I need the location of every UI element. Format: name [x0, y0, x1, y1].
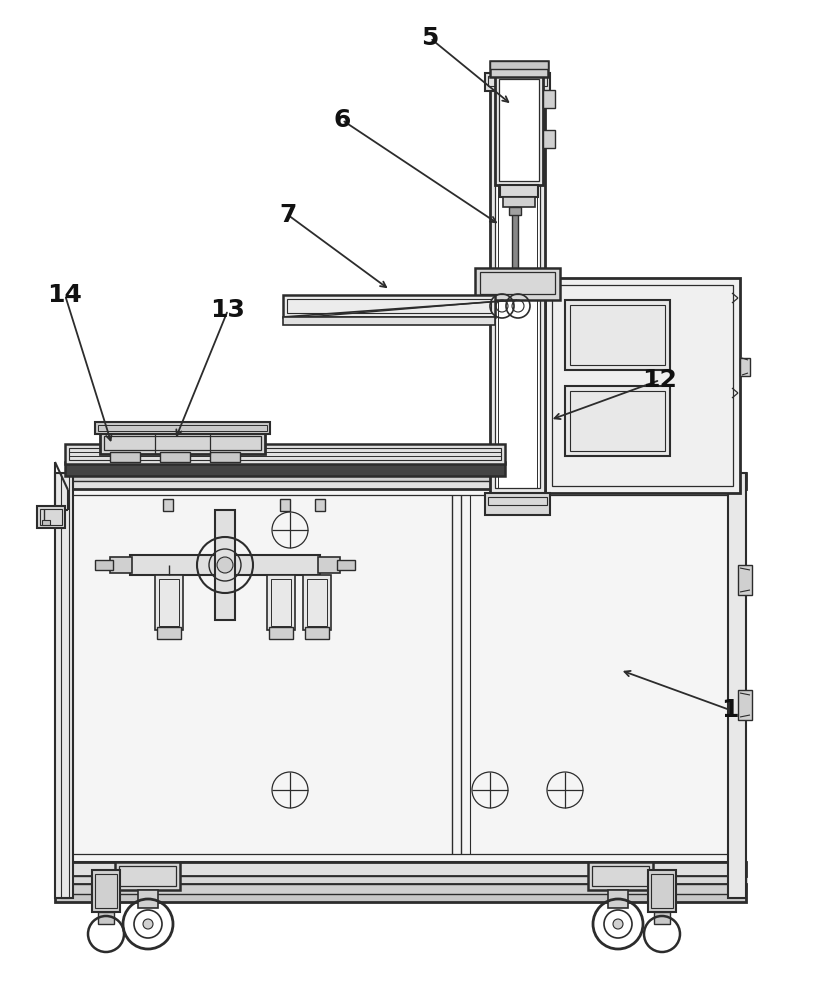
Bar: [130, 555, 320, 575]
Bar: [485, 493, 550, 515]
Bar: [92, 870, 120, 912]
Bar: [69, 448, 501, 460]
Bar: [58, 487, 743, 862]
Bar: [315, 499, 325, 511]
Bar: [42, 520, 50, 525]
Text: 1: 1: [721, 698, 739, 722]
Bar: [490, 61, 548, 69]
Bar: [565, 386, 670, 456]
Bar: [283, 295, 495, 317]
Bar: [728, 473, 746, 898]
Bar: [95, 874, 117, 908]
Text: 12: 12: [643, 368, 677, 392]
Bar: [55, 862, 746, 876]
Bar: [55, 884, 746, 902]
Text: 7: 7: [279, 203, 297, 227]
Bar: [159, 579, 179, 626]
Bar: [500, 185, 538, 197]
Bar: [654, 912, 670, 924]
Bar: [488, 76, 547, 86]
Bar: [98, 912, 114, 924]
Circle shape: [613, 919, 623, 929]
Bar: [738, 690, 752, 720]
Bar: [570, 305, 665, 365]
Bar: [100, 432, 265, 454]
Bar: [475, 268, 560, 300]
Bar: [651, 874, 673, 908]
Bar: [269, 627, 293, 639]
Bar: [55, 473, 746, 489]
Bar: [565, 300, 670, 370]
Bar: [305, 627, 329, 639]
Bar: [55, 473, 746, 481]
Bar: [543, 130, 555, 148]
Bar: [490, 61, 548, 77]
Text: 14: 14: [48, 283, 82, 307]
Bar: [307, 579, 327, 626]
Bar: [738, 565, 752, 595]
Bar: [545, 278, 740, 493]
Circle shape: [217, 557, 233, 573]
Bar: [160, 452, 190, 462]
Bar: [552, 285, 733, 486]
Bar: [65, 444, 505, 464]
Circle shape: [143, 919, 153, 929]
Bar: [119, 866, 176, 886]
Bar: [66, 495, 735, 854]
Bar: [283, 317, 495, 325]
Bar: [337, 560, 355, 570]
Bar: [115, 862, 180, 890]
Bar: [503, 197, 535, 207]
Bar: [485, 73, 550, 91]
Bar: [163, 499, 173, 511]
Bar: [495, 93, 540, 488]
Text: 5: 5: [422, 26, 439, 50]
Bar: [95, 422, 270, 434]
Bar: [155, 575, 183, 630]
Bar: [592, 866, 649, 886]
Bar: [61, 473, 69, 898]
Bar: [271, 579, 291, 626]
Bar: [543, 90, 555, 108]
Bar: [110, 557, 132, 573]
Bar: [65, 462, 505, 476]
Text: 6: 6: [333, 108, 351, 132]
Bar: [509, 207, 521, 215]
Bar: [280, 499, 290, 511]
Bar: [740, 358, 750, 376]
Bar: [98, 425, 267, 431]
Bar: [495, 75, 543, 185]
Bar: [37, 506, 65, 528]
Bar: [287, 299, 491, 313]
Bar: [480, 272, 555, 294]
Bar: [499, 79, 539, 181]
Bar: [110, 452, 140, 462]
Bar: [55, 884, 746, 894]
Bar: [303, 575, 331, 630]
Bar: [490, 88, 545, 493]
Bar: [157, 627, 181, 639]
Bar: [40, 509, 62, 525]
Bar: [488, 497, 547, 505]
Bar: [608, 890, 628, 908]
Bar: [55, 876, 746, 884]
Bar: [570, 391, 665, 451]
Bar: [588, 862, 653, 890]
Bar: [648, 870, 676, 912]
Bar: [55, 473, 73, 898]
Bar: [215, 510, 235, 620]
Bar: [512, 207, 518, 275]
Bar: [267, 575, 295, 630]
Bar: [210, 452, 240, 462]
Bar: [104, 436, 261, 450]
Bar: [138, 890, 158, 908]
Bar: [95, 560, 113, 570]
Bar: [318, 557, 340, 573]
Text: 13: 13: [210, 298, 246, 322]
